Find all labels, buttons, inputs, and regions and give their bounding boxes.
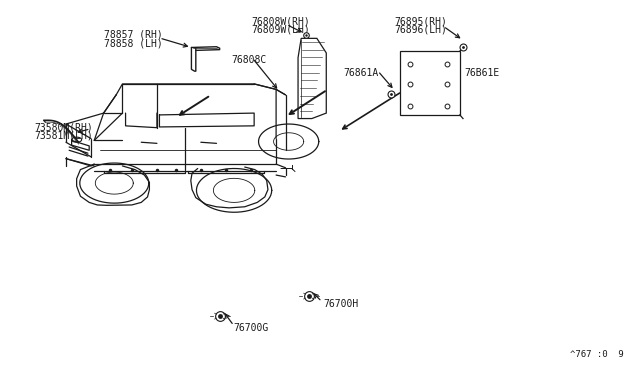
Text: 76861A: 76861A (344, 68, 379, 78)
Text: 76700H: 76700H (323, 299, 358, 310)
Text: 76895(RH): 76895(RH) (394, 17, 447, 27)
Text: 76B61E: 76B61E (464, 68, 499, 78)
Bar (400, 51, 460, 115)
Text: ^767 :0  9: ^767 :0 9 (570, 350, 624, 359)
Text: 76808C: 76808C (231, 55, 266, 65)
Text: 73581M(LH): 73581M(LH) (35, 131, 93, 141)
Text: 76809W(LH): 76809W(LH) (251, 25, 310, 35)
Text: 78857 (RH): 78857 (RH) (104, 30, 163, 40)
Text: 78858 (LH): 78858 (LH) (104, 39, 163, 49)
Text: 73580M(RH): 73580M(RH) (35, 123, 93, 133)
Text: 76896(LH): 76896(LH) (394, 25, 447, 35)
Text: 76700G: 76700G (234, 323, 269, 333)
Text: 76808W(RH): 76808W(RH) (251, 17, 310, 27)
